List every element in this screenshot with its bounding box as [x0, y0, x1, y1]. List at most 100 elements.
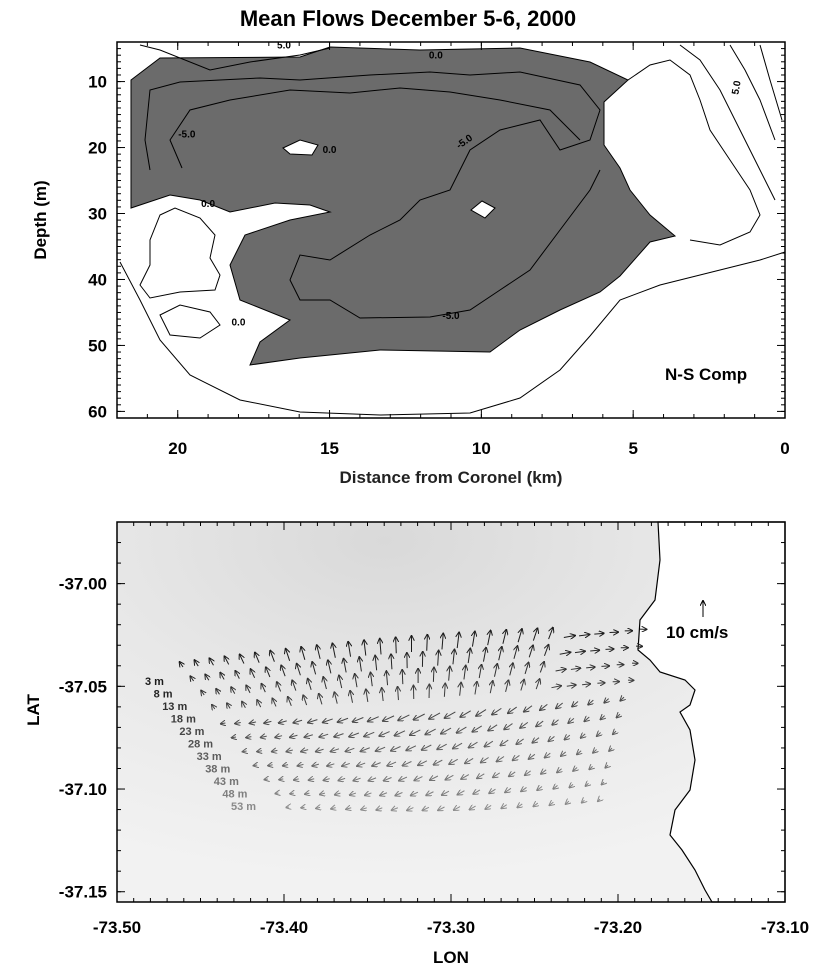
flow-vector [449, 667, 450, 681]
flow-vector [205, 675, 209, 681]
flow-vector [521, 787, 526, 791]
flow-vector [308, 720, 318, 723]
flow-vector [461, 775, 470, 779]
flow-vector [430, 776, 439, 780]
flow-vector [272, 699, 276, 707]
flow-vector [494, 664, 497, 677]
flow-vector [376, 808, 383, 810]
flow-vector [232, 737, 236, 738]
flow-vector [465, 758, 474, 763]
flow-vector [391, 654, 392, 670]
contour-line [679, 44, 776, 201]
flow-vector [532, 628, 537, 641]
flow-vector [338, 718, 349, 722]
flow-vector [483, 648, 486, 662]
flow-vector [488, 724, 498, 731]
flow-vector [331, 749, 340, 752]
flow-vector [434, 759, 443, 765]
flow-vector [525, 771, 531, 775]
flow-vector [212, 705, 215, 709]
flow-vector [574, 651, 585, 652]
flow-vector [379, 731, 390, 736]
y-tick-label: 20 [88, 139, 107, 158]
contour-line [119, 251, 786, 416]
flow-vector [383, 715, 395, 721]
flow-vector [453, 650, 455, 665]
y-tick-label: 10 [88, 73, 107, 92]
y-tick-label: 40 [88, 270, 107, 289]
flow-vector [257, 751, 262, 752]
contour-label: 0.0 [323, 145, 337, 156]
flow-vector [328, 660, 331, 674]
flow-vector [563, 636, 575, 638]
flow-vector [533, 803, 537, 806]
flow-vector [402, 670, 403, 685]
x-tick-label: 5 [628, 439, 637, 458]
depth-label: 48 m [222, 789, 247, 801]
flow-vector [268, 765, 272, 766]
flow-vector [250, 722, 257, 723]
flow-vector [557, 769, 562, 773]
depth-label: 53 m [231, 801, 256, 813]
contour-line [627, 59, 761, 246]
depth-label: 43 m [214, 776, 239, 788]
flow-vector [290, 793, 294, 794]
flow-vector [472, 632, 474, 647]
flow-vector [407, 808, 414, 811]
flow-vector [497, 756, 505, 762]
flow-vector [353, 717, 364, 722]
flow-vector [262, 684, 266, 693]
flow-vector [477, 774, 485, 778]
flow-vector [254, 765, 258, 766]
flow-vector [246, 686, 250, 694]
flow-vector [242, 702, 245, 709]
flow-vector [369, 778, 377, 781]
flow-vector [294, 779, 299, 780]
flow-vector [521, 680, 524, 691]
flow-vector [342, 763, 350, 766]
flow-vector [266, 667, 270, 678]
contour-line [729, 44, 776, 141]
flow-vector [346, 808, 351, 810]
flow-vector [403, 762, 412, 766]
flow-vector [320, 793, 325, 794]
flow-vector [489, 789, 496, 793]
flow-vector [516, 738, 524, 744]
flow-vector [255, 653, 260, 663]
flow-vector [361, 748, 370, 752]
contour-label: 0.0 [201, 199, 215, 210]
flow-vector [349, 733, 360, 737]
contour-line [169, 87, 581, 169]
flow-vector [473, 790, 481, 794]
flow-vector [529, 754, 536, 759]
depth-label: 28 m [188, 739, 213, 751]
flow-vector [529, 645, 533, 658]
chart-title: Mean Flows December 5-6, 2000 [239, 6, 577, 31]
flow-vector [301, 647, 305, 660]
flow-vector [384, 778, 392, 781]
bottom-x-axis-label: LON [433, 948, 469, 967]
flow-vector [540, 703, 548, 710]
flow-vector [581, 734, 586, 738]
flow-vector [361, 808, 367, 810]
x-tick-label: 20 [168, 439, 187, 458]
flow-vector [561, 752, 566, 756]
flow-vector [472, 725, 483, 732]
flow-vector [457, 726, 467, 733]
y-tick-label: -37.10 [59, 780, 107, 799]
flow-vector [573, 768, 577, 771]
flow-vector [414, 713, 425, 720]
flow-vector [476, 709, 487, 716]
flow-vector [492, 707, 502, 714]
contour-label: 5.0 [277, 41, 291, 52]
x-tick-label: -73.10 [761, 918, 809, 937]
flow-vector [298, 764, 304, 766]
flow-vector [590, 650, 599, 651]
flow-vector [418, 761, 428, 765]
flow-vector [292, 680, 296, 691]
contour-label: 5.0 [730, 80, 743, 96]
y-tick-label: 50 [88, 336, 107, 355]
flow-vector [297, 664, 301, 676]
flow-vector [532, 738, 540, 743]
flow-vector [506, 680, 509, 692]
